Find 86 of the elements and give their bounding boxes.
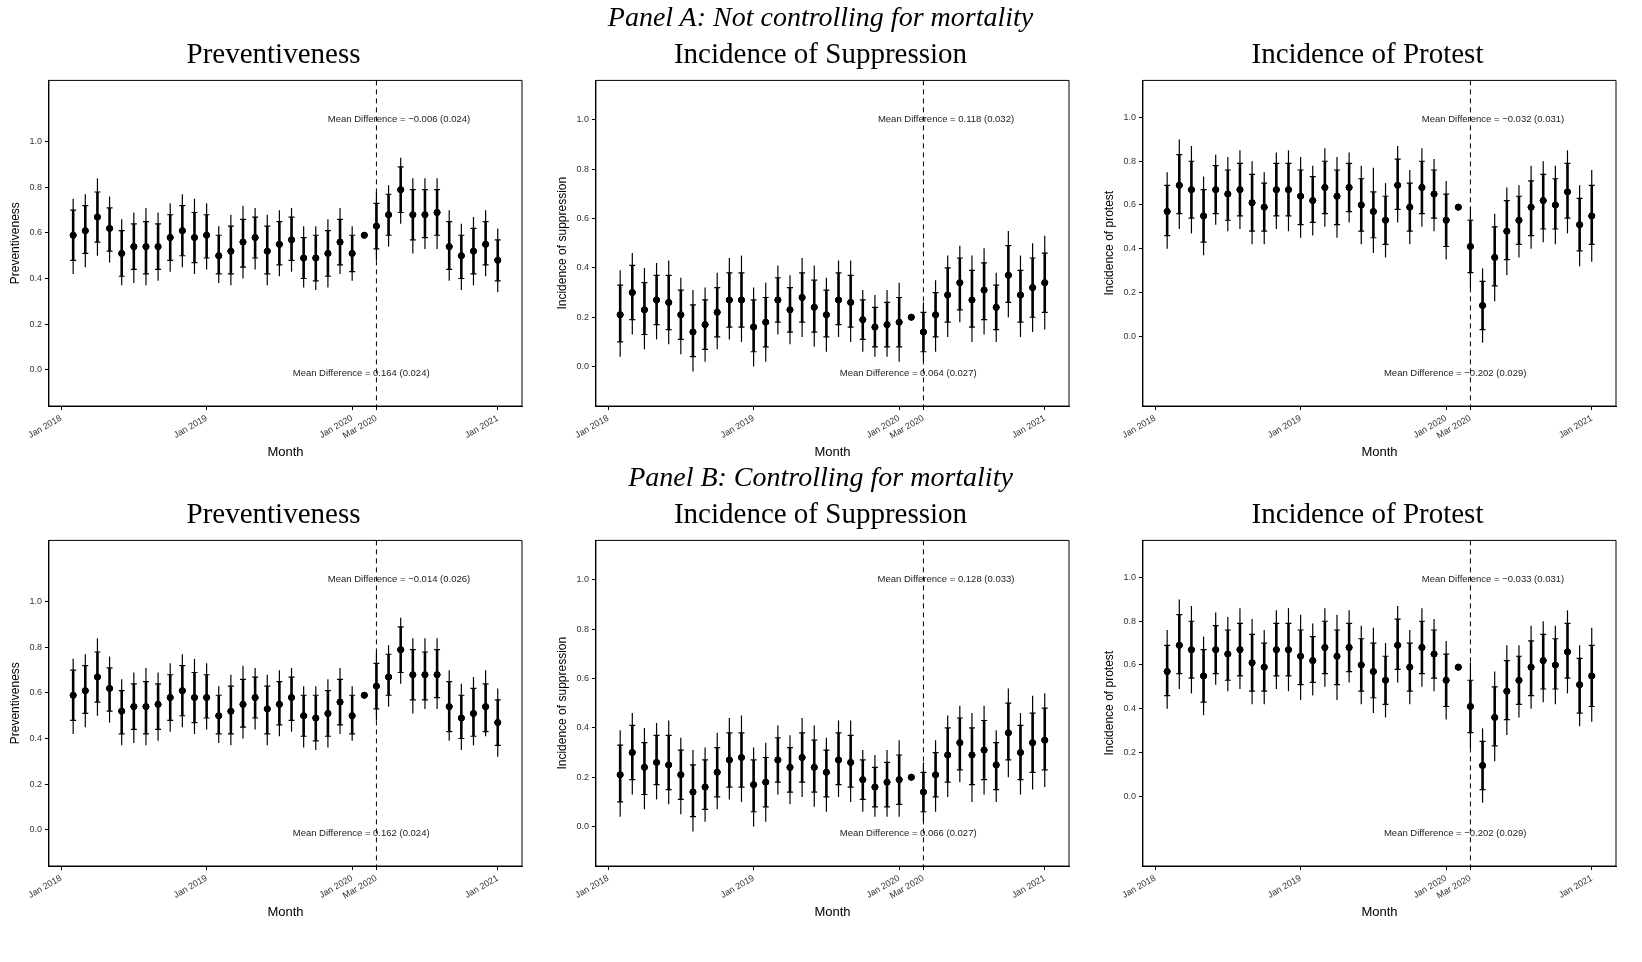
x-tick-label: Jan 2019 bbox=[1265, 412, 1303, 441]
y-tick-label: 0.0 bbox=[1122, 330, 1136, 341]
y-axis-title: Incidence of protest bbox=[1101, 190, 1116, 296]
y-tick-label: 1.0 bbox=[1122, 572, 1136, 583]
y-tick-label: 0.6 bbox=[575, 673, 589, 684]
annotation: Mean Difference = 0.064 (0.027) bbox=[839, 367, 977, 379]
x-tick-label: Jan 2019 bbox=[718, 872, 756, 901]
y-tick-label: 0.6 bbox=[28, 687, 42, 698]
x-tick-label: Jan 2019 bbox=[171, 872, 209, 901]
annotation: Mean Difference = −0.033 (0.031) bbox=[1421, 573, 1564, 585]
y-tick-label: 0.8 bbox=[28, 181, 42, 192]
y-tick-label: 1.0 bbox=[575, 574, 589, 585]
x-tick-label: Jan 2021 bbox=[1009, 872, 1047, 901]
x-tick-label: Jan 2018 bbox=[572, 412, 610, 441]
y-axis-title: Incidence of protest bbox=[1101, 650, 1116, 756]
y-tick-label: 0.0 bbox=[1122, 790, 1136, 801]
x-axis-title: Month bbox=[1360, 443, 1398, 459]
x-tick-label: Jan 2018 bbox=[1119, 412, 1157, 441]
chart-title: Preventiveness bbox=[186, 496, 361, 531]
y-tick-label: 0.4 bbox=[28, 733, 42, 743]
y-tick-label: 0.8 bbox=[1122, 615, 1136, 626]
y-tick-label: 1.0 bbox=[28, 596, 42, 607]
y-tick-label: 0.8 bbox=[28, 641, 42, 652]
y-tick-label: 1.0 bbox=[575, 114, 589, 125]
x-axis-title: Month bbox=[266, 903, 304, 919]
y-tick-label: 0.2 bbox=[1122, 286, 1136, 297]
chart-title: Preventiveness bbox=[186, 36, 361, 71]
y-tick-label: 1.0 bbox=[28, 136, 42, 147]
y-tick-label: 0.0 bbox=[28, 364, 42, 375]
x-tick-label: Jan 2018 bbox=[572, 872, 610, 901]
y-tick-label: 0.2 bbox=[1122, 746, 1136, 757]
x-axis-title: Month bbox=[813, 903, 851, 919]
chart-subtitle: Panel A: Not controlling for mortality bbox=[607, 0, 1034, 34]
annotation: Mean Difference = −0.014 (0.026) bbox=[327, 573, 470, 585]
y-tick-label: 0.0 bbox=[28, 824, 42, 835]
y-tick-label: 0.8 bbox=[575, 623, 589, 634]
y-tick-label: 0.4 bbox=[1122, 243, 1136, 254]
y-axis-title: Incidence of suppression bbox=[554, 636, 569, 770]
y-tick-label: 0.0 bbox=[575, 821, 589, 832]
y-tick-label: 0.6 bbox=[1122, 199, 1136, 210]
x-axis-title: Month bbox=[1360, 903, 1398, 919]
x-tick-label: Jan 2021 bbox=[462, 872, 500, 901]
y-axis-title: Preventiveness bbox=[7, 662, 22, 745]
chart-subtitle: Panel B: Controlling for mortality bbox=[628, 460, 1013, 494]
x-tick-label: Jan 2019 bbox=[718, 412, 756, 441]
y-tick-label: 0.2 bbox=[28, 778, 42, 789]
y-tick-label: 0.2 bbox=[28, 318, 42, 329]
x-tick-label: Jan 2019 bbox=[1265, 872, 1303, 901]
x-tick-label: Jan 2018 bbox=[25, 872, 63, 901]
annotation: Mean Difference = −0.202 (0.029) bbox=[1383, 367, 1526, 379]
annotation: Mean Difference = 0.066 (0.027) bbox=[839, 827, 977, 839]
y-tick-label: 0.8 bbox=[575, 163, 589, 174]
annotation: Mean Difference = −0.202 (0.029) bbox=[1383, 827, 1526, 839]
y-tick-label: 0.4 bbox=[575, 262, 589, 273]
chart-title: Incidence of Protest bbox=[1251, 36, 1484, 71]
chart-title: Incidence of Suppression bbox=[673, 36, 968, 71]
annotation: Mean Difference = 0.128 (0.033) bbox=[877, 573, 1014, 585]
chart-title: Incidence of Suppression bbox=[673, 496, 968, 531]
y-tick-label: 1.0 bbox=[1122, 112, 1136, 123]
y-tick-label: 0.4 bbox=[1122, 703, 1136, 714]
y-tick-label: 0.6 bbox=[28, 227, 42, 238]
x-axis-title: Month bbox=[813, 443, 851, 459]
x-tick-label: Jan 2021 bbox=[462, 412, 500, 441]
annotation: Mean Difference = 0.162 (0.024) bbox=[292, 827, 430, 839]
y-tick-label: 0.4 bbox=[575, 722, 589, 733]
annotation: Mean Difference = −0.032 (0.031) bbox=[1421, 113, 1564, 125]
y-tick-label: 0.0 bbox=[575, 361, 589, 372]
x-tick-label: Jan 2021 bbox=[1009, 412, 1047, 441]
x-tick-label: Jan 2019 bbox=[171, 412, 209, 441]
x-tick-label: Jan 2018 bbox=[1119, 872, 1157, 901]
x-tick-label: Jan 2021 bbox=[1556, 872, 1594, 901]
x-axis-title: Month bbox=[266, 443, 304, 459]
y-tick-label: 0.2 bbox=[575, 311, 589, 322]
y-tick-label: 0.6 bbox=[1122, 659, 1136, 670]
y-tick-label: 0.2 bbox=[575, 771, 589, 782]
x-tick-label: Jan 2018 bbox=[25, 412, 63, 441]
annotation: Mean Difference = 0.118 (0.032) bbox=[877, 113, 1014, 125]
y-tick-label: 0.6 bbox=[575, 213, 589, 224]
y-tick-label: 0.4 bbox=[28, 273, 42, 283]
x-tick-label: Jan 2021 bbox=[1556, 412, 1594, 441]
annotation: Mean Difference = −0.006 (0.024) bbox=[327, 113, 470, 125]
annotation: Mean Difference = 0.164 (0.024) bbox=[292, 367, 430, 379]
y-axis-title: Preventiveness bbox=[7, 202, 22, 285]
y-axis-title: Incidence of suppression bbox=[554, 176, 569, 310]
chart-title: Incidence of Protest bbox=[1251, 496, 1484, 531]
y-tick-label: 0.8 bbox=[1122, 155, 1136, 166]
